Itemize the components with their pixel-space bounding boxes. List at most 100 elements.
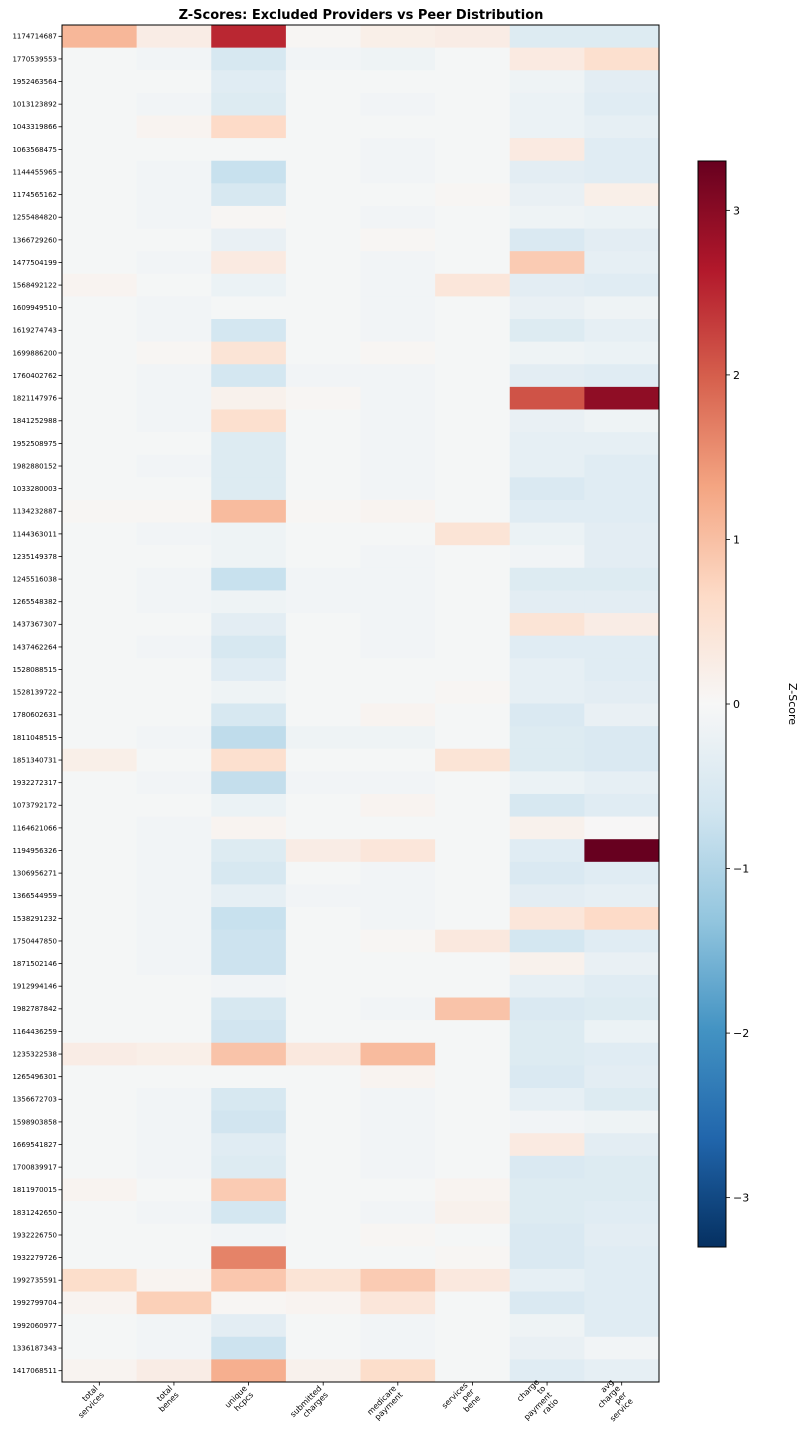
- heatmap-cell: [360, 1065, 436, 1089]
- heatmap-cell: [509, 454, 585, 478]
- heatmap-cell: [211, 432, 287, 456]
- y-tick-label: 1265496301: [12, 1073, 57, 1081]
- heatmap-cell: [136, 952, 212, 976]
- heatmap-cell: [136, 296, 212, 320]
- heatmap-cell: [509, 839, 585, 863]
- y-tick-label: 1932279726: [12, 1254, 57, 1262]
- heatmap-cell: [211, 1314, 287, 1338]
- heatmap-cell: [211, 703, 287, 727]
- heatmap-cell: [360, 748, 436, 772]
- heatmap-cell: [584, 816, 660, 840]
- heatmap-cell: [211, 748, 287, 772]
- heatmap-cell: [62, 839, 138, 863]
- heatmap-cell: [509, 1223, 585, 1247]
- heatmap-cell: [285, 1268, 361, 1292]
- colorbar-tick-label: 1: [733, 533, 740, 546]
- heatmap-cell: [285, 1042, 361, 1066]
- heatmap-cell: [509, 25, 585, 49]
- heatmap-cell: [509, 884, 585, 908]
- y-tick-label: 1164621066: [12, 824, 57, 832]
- heatmap-cell: [211, 1223, 287, 1247]
- heatmap-cell: [285, 1291, 361, 1315]
- heatmap-cell: [584, 1133, 660, 1157]
- heatmap-cell: [360, 1042, 436, 1066]
- heatmap-cell: [584, 115, 660, 139]
- heatmap-cell: [285, 1359, 361, 1383]
- y-tick-label: 1265548382: [12, 598, 57, 606]
- y-tick-label: 1619274743: [12, 327, 57, 335]
- heatmap-cell: [62, 1314, 138, 1338]
- heatmap-cell: [136, 1133, 212, 1157]
- y-tick-label: 1063568475: [12, 146, 57, 154]
- heatmap-cell: [360, 1133, 436, 1157]
- heatmap-cell: [211, 590, 287, 614]
- heatmap-cell: [584, 296, 660, 320]
- heatmap-cell: [584, 92, 660, 116]
- heatmap-cell: [509, 997, 585, 1021]
- heatmap-cell: [211, 974, 287, 998]
- heatmap-cell: [509, 70, 585, 94]
- heatmap-cell: [211, 160, 287, 184]
- heatmap-cell: [285, 974, 361, 998]
- heatmap-cell: [62, 1087, 138, 1111]
- heatmap-cell: [62, 929, 138, 953]
- heatmap-cell: [136, 319, 212, 343]
- heatmap-cell: [136, 635, 212, 659]
- heatmap-cell: [584, 1178, 660, 1202]
- heatmap-cell: [136, 1268, 212, 1292]
- heatmap-cell: [584, 1110, 660, 1134]
- heatmap-cell: [435, 1042, 511, 1066]
- heatmap-cell: [584, 1065, 660, 1089]
- heatmap-cell: [136, 907, 212, 931]
- heatmap-cell: [136, 1110, 212, 1134]
- colorbar-gradient: [697, 160, 727, 1248]
- y-tick-label: 1366544959: [12, 892, 57, 900]
- heatmap-cell: [211, 183, 287, 207]
- heatmap-cell: [584, 1359, 660, 1383]
- colorbar-tick-label: 0: [733, 698, 740, 711]
- heatmap-cell: [285, 613, 361, 637]
- heatmap-cell: [360, 703, 436, 727]
- heatmap-cell: [62, 1020, 138, 1044]
- heatmap-cell: [285, 952, 361, 976]
- heatmap-cell: [285, 1314, 361, 1338]
- heatmap-cell: [62, 160, 138, 184]
- heatmap-cell: [62, 341, 138, 365]
- heatmap-cell: [509, 92, 585, 116]
- heatmap-cell: [435, 251, 511, 275]
- heatmap-cell: [360, 25, 436, 49]
- heatmap-cell: [509, 635, 585, 659]
- heatmap-cell: [285, 997, 361, 1021]
- y-tick-label: 1851340731: [12, 756, 57, 764]
- colorbar-label: Z-Score: [786, 683, 799, 725]
- heatmap-cell: [285, 726, 361, 750]
- heatmap-cell: [62, 319, 138, 343]
- y-tick-label: 1528088515: [12, 666, 57, 674]
- heatmap-cell: [360, 907, 436, 931]
- heatmap-cell: [435, 793, 511, 817]
- heatmap-cell: [62, 748, 138, 772]
- heatmap-cell: [584, 907, 660, 931]
- heatmap-cell: [62, 1042, 138, 1066]
- heatmap-cell: [360, 1336, 436, 1360]
- heatmap-cell: [285, 364, 361, 388]
- heatmap-cell: [584, 183, 660, 207]
- heatmap-cell: [509, 115, 585, 139]
- heatmap-cell: [435, 839, 511, 863]
- heatmap-cell: [62, 296, 138, 320]
- heatmap-cell: [211, 70, 287, 94]
- heatmap-cell: [435, 613, 511, 637]
- heatmap-cell: [584, 1291, 660, 1315]
- heatmap-cell: [584, 1087, 660, 1111]
- heatmap-cell: [285, 861, 361, 885]
- heatmap-cell: [136, 1246, 212, 1270]
- heatmap-cell: [435, 70, 511, 94]
- heatmap-cell: [435, 974, 511, 998]
- heatmap-cell: [211, 658, 287, 682]
- heatmap-cell: [435, 884, 511, 908]
- heatmap-cell: [62, 47, 138, 71]
- heatmap-cell: [584, 1201, 660, 1225]
- heatmap-cell: [584, 1020, 660, 1044]
- heatmap-cell: [360, 92, 436, 116]
- heatmap-cell: [62, 861, 138, 885]
